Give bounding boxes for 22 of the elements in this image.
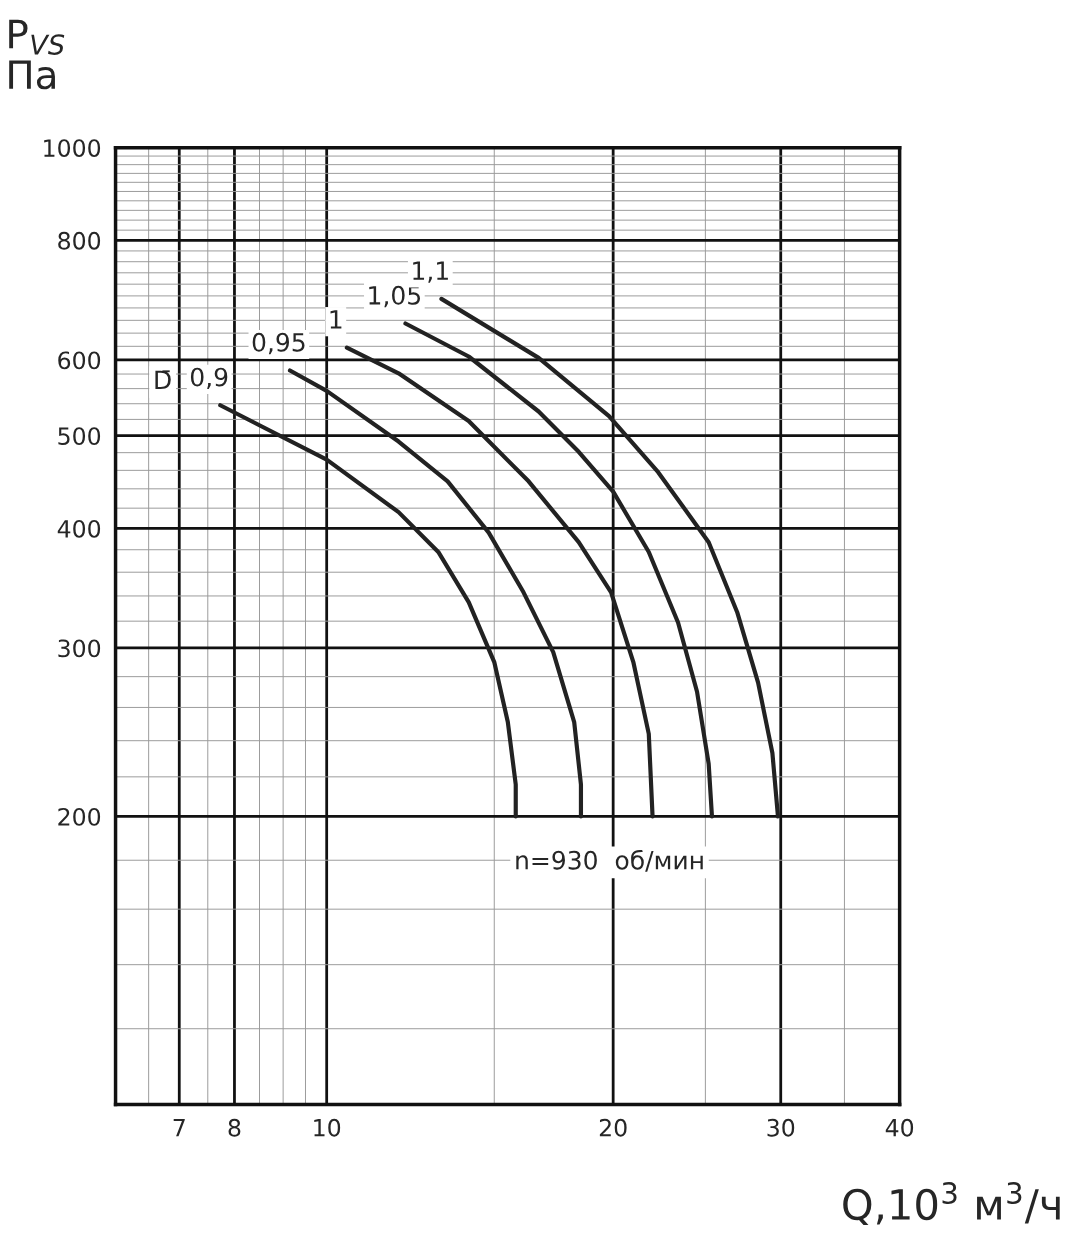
series-label: 1,1	[413, 261, 448, 283]
y-axis-title: P$_{VS}$ Па	[9, 19, 65, 90]
y-tick-label: 200	[58, 807, 101, 826]
annotation: n=930 об/мин	[516, 849, 703, 872]
series-label: 1	[330, 310, 342, 329]
y-tick-label: 800	[58, 231, 101, 250]
x-tick-label: 10	[314, 1118, 341, 1137]
y-tick-label: 500	[58, 427, 101, 446]
x-tick-label: 7	[173, 1119, 185, 1137]
annotation: D̄	[155, 370, 171, 389]
series-label: 0,9	[190, 367, 228, 390]
y-tick-label: 300	[58, 639, 101, 658]
y-tick-label: 1000	[44, 139, 101, 157]
series-label: 0,95	[252, 332, 305, 355]
x-tick-label: 40	[885, 1118, 914, 1137]
series-label: 1,05	[369, 285, 421, 308]
x-tick-label: 8	[228, 1118, 241, 1137]
x-axis-title: Q,10$^{3}$ м$^{3}$/ч	[843, 1182, 1060, 1225]
y-tick-label: 400	[57, 519, 101, 538]
x-tick-label: 20	[599, 1118, 627, 1137]
y-tick-label: 600	[58, 351, 101, 370]
x-tick-label: 30	[767, 1118, 795, 1137]
